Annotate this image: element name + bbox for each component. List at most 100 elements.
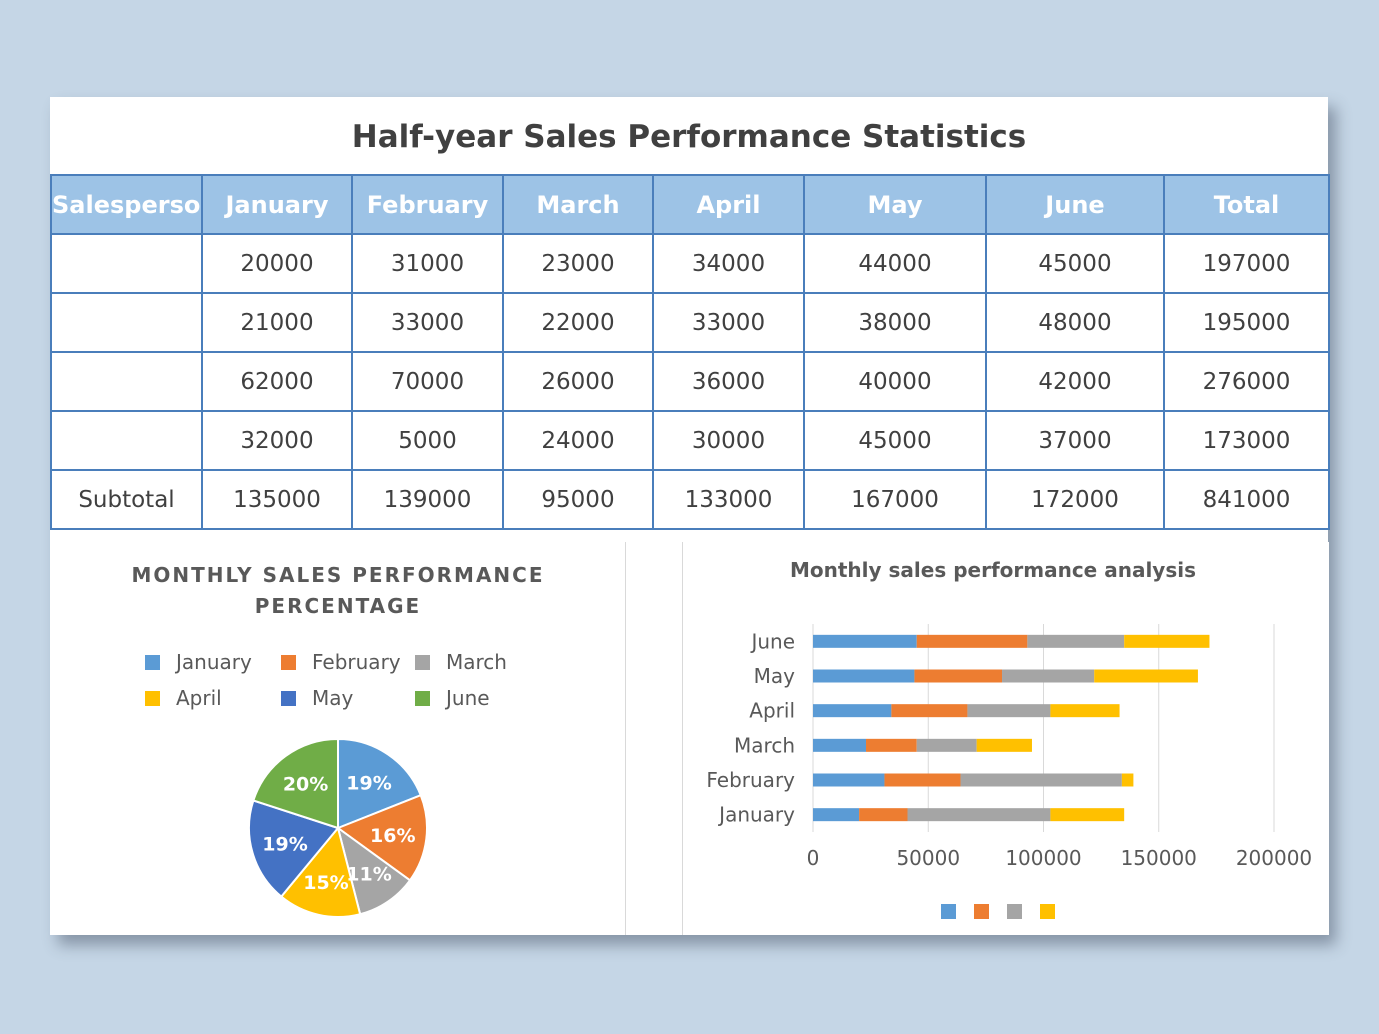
bar-series [813, 634, 1210, 822]
table-cell[interactable]: 42000 [985, 351, 1165, 412]
table-cell[interactable]: 22000 [502, 292, 654, 353]
header-february[interactable]: February [351, 174, 504, 235]
pie-title-line-1: MONTHLY SALES PERFORMANCE [132, 563, 545, 587]
bar-chart-panel[interactable]: Monthly sales performance analysis Janua… [682, 542, 1329, 935]
pie-slice-may[interactable] [248, 799, 340, 898]
subtotal-row: Subtotal 135000 139000 95000 133000 1670… [50, 469, 1330, 530]
bar-segment-january-s3[interactable] [907, 808, 1051, 822]
header-march[interactable]: March [502, 174, 654, 235]
bar-segment-february-s1[interactable] [813, 773, 885, 787]
table-cell[interactable]: 34000 [652, 233, 805, 294]
table-cell[interactable]: 276000 [1163, 351, 1330, 412]
bar-segment-january-s1[interactable] [813, 808, 860, 822]
salesperson-cell[interactable] [50, 292, 203, 353]
bar-segment-may-s3[interactable] [1002, 669, 1095, 683]
category-label-march: March [734, 733, 795, 757]
bar-segment-may-s1[interactable] [813, 669, 915, 683]
pie-slice-february[interactable] [335, 793, 428, 882]
subtotal-label[interactable]: Subtotal [50, 469, 203, 530]
subtotal-cell[interactable]: 167000 [803, 469, 987, 530]
table-cell[interactable]: 40000 [803, 351, 987, 412]
header-total[interactable]: Total [1163, 174, 1330, 235]
table-cell[interactable]: 24000 [502, 410, 654, 471]
salesperson-cell[interactable] [50, 410, 203, 471]
pie-slice-june[interactable] [252, 737, 339, 830]
table-cell[interactable]: 70000 [351, 351, 504, 412]
table-cell[interactable]: 62000 [201, 351, 353, 412]
bar-segment-february-s3[interactable] [960, 773, 1122, 787]
bar-segment-june-s2[interactable] [916, 634, 1028, 648]
salesperson-cell[interactable] [50, 351, 203, 412]
table-cell[interactable]: 36000 [652, 351, 805, 412]
pie-legend-swatch-may [281, 691, 296, 706]
bar-segment-june-s1[interactable] [813, 634, 917, 648]
table-cell[interactable]: 45000 [803, 410, 987, 471]
x-tick-label: 200000 [1236, 846, 1312, 870]
pie-legend-swatch-february [281, 655, 296, 670]
pie-legend-label-may: May [312, 686, 354, 710]
bar-segment-april-s1[interactable] [813, 704, 892, 718]
pie-data-label-may: 19% [262, 833, 307, 855]
bar-segment-april-s3[interactable] [967, 704, 1051, 718]
table-cell[interactable]: 195000 [1163, 292, 1330, 353]
table-cell[interactable]: 23000 [502, 233, 654, 294]
bar-segment-march-s1[interactable] [813, 738, 867, 752]
pie-slice-april[interactable] [279, 825, 362, 918]
table-cell[interactable]: 48000 [985, 292, 1165, 353]
header-april[interactable]: April [652, 174, 805, 235]
table-cell[interactable]: 173000 [1163, 410, 1330, 471]
bar-segment-may-s4[interactable] [1094, 669, 1198, 683]
subtotal-cell[interactable]: 95000 [502, 469, 654, 530]
bar-segment-march-s3[interactable] [916, 738, 977, 752]
pie-legend-label-april: April [176, 686, 222, 710]
bar-segment-february-s2[interactable] [884, 773, 961, 787]
category-label-february: February [706, 768, 795, 792]
bar-segment-march-s4[interactable] [976, 738, 1032, 752]
table-cell[interactable]: 20000 [201, 233, 353, 294]
bar-segment-january-s2[interactable] [859, 808, 908, 822]
pie-data-label-april: 15% [303, 872, 348, 894]
pie-chart-panel[interactable]: MONTHLY SALES PERFORMANCE PERCENTAGE Jan… [50, 542, 626, 935]
subtotal-cell[interactable]: 133000 [652, 469, 805, 530]
header-june[interactable]: June [985, 174, 1165, 235]
table-cell[interactable]: 44000 [803, 233, 987, 294]
table-cell[interactable]: 32000 [201, 410, 353, 471]
pie-legend-label-january: January [174, 650, 252, 674]
pie-chart[interactable]: MONTHLY SALES PERFORMANCE PERCENTAGE Jan… [50, 542, 625, 935]
header-january[interactable]: January [201, 174, 353, 235]
table-cell[interactable]: 21000 [201, 292, 353, 353]
pie-data-label-january: 19% [346, 772, 391, 794]
subtotal-cell[interactable]: 139000 [351, 469, 504, 530]
table-cell[interactable]: 45000 [985, 233, 1165, 294]
bar-legend-swatch-s3 [1007, 904, 1022, 919]
salesperson-cell[interactable] [50, 233, 203, 294]
table-header-row: Salespersor January February March April… [50, 174, 1330, 235]
table-cell[interactable]: 33000 [351, 292, 504, 353]
bar-chart[interactable]: Monthly sales performance analysis Janua… [683, 542, 1329, 935]
bar-segment-january-s4[interactable] [1050, 808, 1125, 822]
bar-segment-march-s2[interactable] [866, 738, 917, 752]
bar-segment-june-s3[interactable] [1027, 634, 1125, 648]
table-cell[interactable]: 38000 [803, 292, 987, 353]
table-cell[interactable]: 30000 [652, 410, 805, 471]
subtotal-cell[interactable]: 135000 [201, 469, 353, 530]
header-may[interactable]: May [803, 174, 987, 235]
sales-table: Salespersor January February March April… [50, 174, 1330, 530]
pie-slice-january[interactable] [337, 737, 423, 830]
table-cell[interactable]: 26000 [502, 351, 654, 412]
table-cell[interactable]: 197000 [1163, 233, 1330, 294]
pie-slices [248, 737, 428, 918]
table-cell[interactable]: 37000 [985, 410, 1165, 471]
bar-segment-april-s4[interactable] [1050, 704, 1120, 718]
bar-segment-june-s4[interactable] [1124, 634, 1210, 648]
header-salesperson[interactable]: Salespersor [50, 174, 203, 235]
subtotal-cell[interactable]: 172000 [985, 469, 1165, 530]
table-cell[interactable]: 5000 [351, 410, 504, 471]
table-cell[interactable]: 33000 [652, 292, 805, 353]
bar-segment-february-s4[interactable] [1121, 773, 1134, 787]
bar-segment-may-s2[interactable] [914, 669, 1003, 683]
table-cell[interactable]: 31000 [351, 233, 504, 294]
subtotal-cell[interactable]: 841000 [1163, 469, 1330, 530]
report-sheet: Half-year Sales Performance Statistics S… [50, 97, 1330, 935]
bar-segment-april-s2[interactable] [891, 704, 968, 718]
